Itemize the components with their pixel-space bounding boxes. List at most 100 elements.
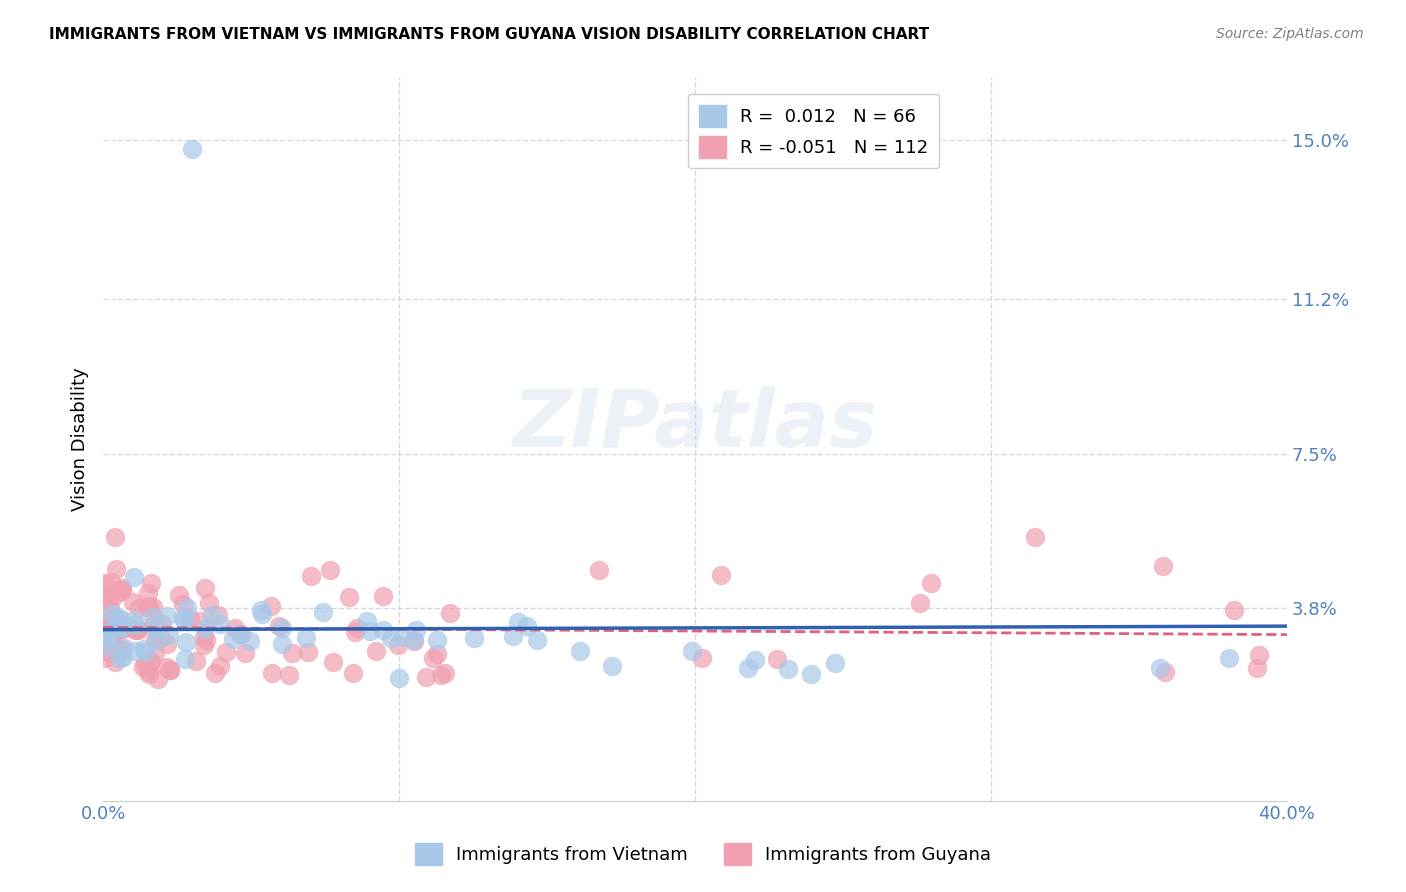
Point bbox=[250, 603, 273, 617]
Point bbox=[94, 616, 117, 631]
Point bbox=[280, 646, 302, 660]
Point bbox=[93, 628, 115, 642]
Point bbox=[744, 653, 766, 667]
Point bbox=[569, 644, 592, 658]
Point bbox=[502, 629, 524, 643]
Point bbox=[142, 599, 165, 614]
Point bbox=[124, 644, 146, 658]
Point bbox=[776, 662, 799, 676]
Point bbox=[100, 613, 122, 627]
Point bbox=[737, 661, 759, 675]
Point bbox=[114, 620, 136, 634]
Point bbox=[208, 616, 231, 631]
Point bbox=[98, 640, 121, 654]
Point bbox=[145, 646, 167, 660]
Point bbox=[602, 659, 624, 673]
Point bbox=[100, 575, 122, 590]
Point bbox=[388, 671, 411, 685]
Point bbox=[146, 633, 169, 648]
Point bbox=[93, 576, 115, 591]
Point bbox=[681, 644, 703, 658]
Point bbox=[337, 590, 360, 604]
Point bbox=[110, 641, 132, 656]
Point bbox=[506, 615, 529, 629]
Point bbox=[908, 596, 931, 610]
Point bbox=[267, 619, 290, 633]
Point bbox=[100, 613, 122, 627]
Legend: R =  0.012   N = 66, R = -0.051   N = 112: R = 0.012 N = 66, R = -0.051 N = 112 bbox=[688, 94, 939, 169]
Point bbox=[710, 567, 733, 582]
Point bbox=[239, 633, 262, 648]
Point bbox=[110, 616, 132, 631]
Point bbox=[343, 625, 366, 640]
Point bbox=[1024, 530, 1046, 544]
Point bbox=[111, 650, 134, 665]
Point bbox=[920, 576, 942, 591]
Point bbox=[104, 621, 127, 635]
Point bbox=[139, 655, 162, 669]
Point bbox=[124, 618, 146, 632]
Point bbox=[149, 631, 172, 645]
Point bbox=[112, 641, 135, 656]
Point bbox=[1153, 558, 1175, 573]
Point bbox=[104, 530, 127, 544]
Point bbox=[690, 650, 713, 665]
Point bbox=[270, 621, 292, 635]
Point bbox=[194, 633, 217, 648]
Text: IMMIGRANTS FROM VIETNAM VS IMMIGRANTS FROM GUYANA VISION DISABILITY CORRELATION : IMMIGRANTS FROM VIETNAM VS IMMIGRANTS FR… bbox=[49, 27, 929, 42]
Point bbox=[426, 632, 449, 647]
Point bbox=[122, 570, 145, 584]
Point bbox=[260, 599, 283, 614]
Point bbox=[136, 664, 159, 678]
Point bbox=[98, 631, 121, 645]
Point bbox=[143, 621, 166, 635]
Point bbox=[526, 633, 548, 648]
Point bbox=[800, 667, 823, 681]
Point bbox=[588, 564, 610, 578]
Point bbox=[107, 642, 129, 657]
Point bbox=[139, 576, 162, 591]
Point bbox=[110, 612, 132, 626]
Point bbox=[229, 627, 252, 641]
Point bbox=[278, 667, 301, 681]
Point bbox=[405, 623, 427, 637]
Point bbox=[371, 624, 394, 638]
Point bbox=[157, 628, 180, 642]
Point bbox=[124, 624, 146, 638]
Point bbox=[186, 654, 208, 668]
Point bbox=[224, 621, 246, 635]
Point bbox=[159, 663, 181, 677]
Point bbox=[108, 651, 131, 665]
Point bbox=[222, 632, 245, 646]
Point bbox=[101, 607, 124, 621]
Point bbox=[149, 615, 172, 630]
Point bbox=[228, 627, 250, 641]
Point bbox=[136, 600, 159, 615]
Point bbox=[312, 605, 335, 619]
Point bbox=[194, 622, 217, 636]
Point bbox=[104, 655, 127, 669]
Point bbox=[122, 613, 145, 627]
Point bbox=[156, 609, 179, 624]
Point bbox=[439, 606, 461, 620]
Point bbox=[380, 632, 402, 646]
Point bbox=[194, 581, 217, 595]
Point bbox=[127, 622, 149, 636]
Point bbox=[463, 632, 485, 646]
Point bbox=[270, 637, 292, 651]
Point bbox=[1246, 661, 1268, 675]
Point bbox=[294, 631, 316, 645]
Point bbox=[356, 614, 378, 628]
Point bbox=[824, 656, 846, 670]
Point bbox=[96, 589, 118, 603]
Point bbox=[426, 647, 449, 661]
Point bbox=[148, 673, 170, 687]
Point bbox=[299, 569, 322, 583]
Point bbox=[235, 646, 257, 660]
Point bbox=[516, 619, 538, 633]
Point bbox=[180, 141, 202, 155]
Point bbox=[96, 626, 118, 640]
Point bbox=[138, 599, 160, 613]
Y-axis label: Vision Disability: Vision Disability bbox=[72, 368, 89, 511]
Point bbox=[112, 622, 135, 636]
